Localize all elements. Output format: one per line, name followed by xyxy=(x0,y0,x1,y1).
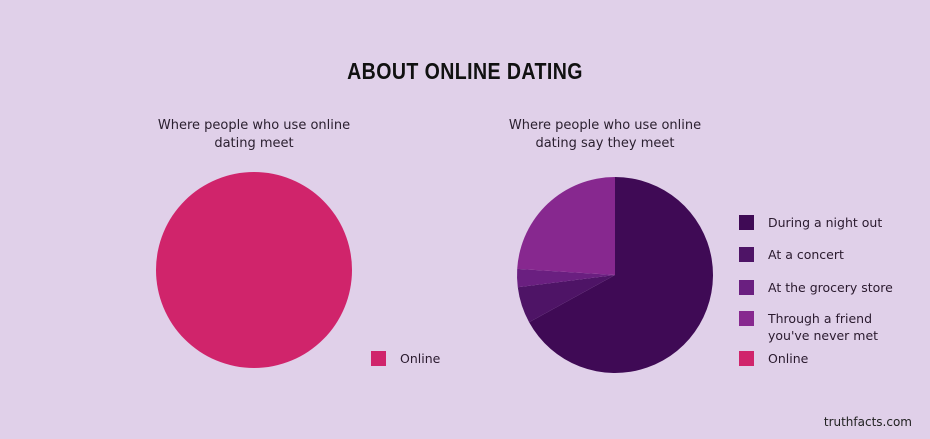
legend-item: Through a friend you've never met xyxy=(739,310,908,344)
legend-label: Online xyxy=(400,351,441,366)
legend-label: At the grocery store xyxy=(768,280,893,295)
credit: truthfacts.com xyxy=(823,415,912,429)
legend-swatch xyxy=(739,280,754,295)
legend-swatch xyxy=(739,351,754,366)
pie-slice-1-1 xyxy=(517,275,615,323)
legend-swatch xyxy=(739,311,754,326)
legend-label: During a night out xyxy=(768,215,883,230)
legend-item: Online xyxy=(739,350,908,367)
legend-swatch xyxy=(371,351,386,366)
pie-slice-0-0 xyxy=(156,172,352,368)
legend-label: Online xyxy=(768,351,809,366)
pie-slice-1-0 xyxy=(529,177,713,373)
right-chart-title: Where people who use online dating say t… xyxy=(508,118,702,151)
legend-item: At a concert xyxy=(739,246,908,263)
pie-slice-1-3 xyxy=(517,176,615,275)
page-title: ABOUT ONLINE DATING xyxy=(347,58,583,84)
legend-swatch xyxy=(739,247,754,262)
pie-slice-1-2 xyxy=(517,268,615,288)
legend-item: At the grocery store xyxy=(739,279,908,296)
legend-item: During a night out xyxy=(739,214,908,231)
legend-label: At a concert xyxy=(768,247,844,262)
legend-item: Online xyxy=(371,350,540,367)
left-chart-title: Where people who use online dating meet xyxy=(157,118,351,151)
legend-swatch xyxy=(739,215,754,230)
legend-label: Through a friend you've never met xyxy=(768,311,879,343)
